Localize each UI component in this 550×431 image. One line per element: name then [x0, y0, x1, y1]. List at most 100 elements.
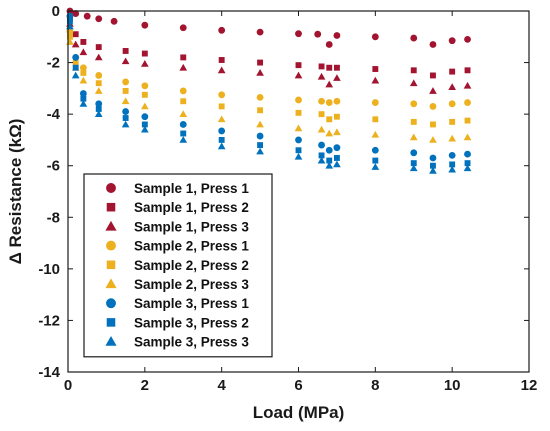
- data-point: [95, 72, 103, 79]
- data-point: [430, 162, 436, 169]
- data-point: [325, 80, 334, 88]
- data-point: [80, 69, 87, 76]
- data-point: [79, 76, 88, 84]
- data-point: [72, 10, 80, 17]
- data-point: [256, 120, 264, 128]
- data-point: [325, 146, 333, 154]
- data-points: [66, 7, 472, 174]
- y-axis-title: Δ Resistance (kΩ): [6, 119, 25, 265]
- data-point: [318, 63, 325, 70]
- data-point: [179, 24, 187, 32]
- data-point: [448, 151, 456, 159]
- y-tick-label: -10: [38, 261, 60, 278]
- series-1: [66, 7, 471, 48]
- data-point: [333, 160, 341, 168]
- data-point: [257, 107, 264, 114]
- data-point: [409, 164, 418, 172]
- data-point: [333, 144, 341, 152]
- data-point: [295, 147, 302, 154]
- data-point: [256, 28, 264, 36]
- data-point: [95, 15, 103, 23]
- data-point: [95, 100, 103, 108]
- data-point: [95, 80, 102, 87]
- data-point: [371, 33, 379, 41]
- legend-entry-label: Sample 3, Press 2: [134, 315, 249, 330]
- data-point: [429, 167, 437, 174]
- data-point: [410, 34, 418, 42]
- data-point: [122, 87, 129, 94]
- data-point: [141, 21, 149, 29]
- legend-marker: [105, 278, 117, 289]
- data-point: [257, 59, 264, 66]
- data-point: [141, 91, 148, 98]
- y-tick-label: -12: [38, 312, 60, 329]
- data-point: [464, 160, 471, 167]
- data-point: [318, 141, 325, 149]
- data-point: [317, 125, 326, 133]
- data-point: [372, 116, 379, 123]
- legend: Sample 1, Press 1 Sample 1, Press 2 Sample…: [83, 173, 273, 358]
- data-point: [256, 132, 264, 140]
- data-point: [141, 82, 149, 90]
- data-point: [448, 37, 456, 45]
- legend-entry-label: Sample 2, Press 2: [134, 258, 249, 273]
- data-point: [141, 121, 148, 128]
- data-point: [449, 118, 456, 125]
- data-point: [110, 17, 118, 25]
- data-point: [257, 142, 264, 149]
- legend-marker: [106, 240, 116, 251]
- data-point: [325, 99, 333, 106]
- data-point: [333, 32, 341, 39]
- data-point: [180, 54, 187, 61]
- series-7: [66, 12, 471, 162]
- x-axis-title: Load (MPa): [253, 403, 345, 422]
- data-point: [141, 50, 148, 57]
- data-point: [140, 102, 149, 110]
- data-point: [141, 113, 149, 121]
- legend-marker: [106, 298, 116, 309]
- data-point: [71, 71, 80, 79]
- data-point: [429, 41, 437, 48]
- data-point: [314, 30, 322, 38]
- data-point: [371, 146, 379, 154]
- data-point: [79, 90, 87, 97]
- data-point: [410, 118, 417, 125]
- legend-marker: [106, 202, 116, 212]
- data-point: [463, 133, 472, 141]
- data-point: [94, 53, 103, 61]
- data-point: [79, 64, 87, 72]
- data-point: [448, 134, 457, 142]
- data-point: [410, 67, 417, 74]
- data-point: [318, 97, 325, 105]
- data-point: [218, 57, 225, 63]
- data-point: [410, 100, 418, 108]
- data-point: [464, 35, 471, 43]
- legend-entry-label: Sample 1, Press 3: [134, 219, 249, 234]
- data-point: [179, 63, 188, 71]
- data-point: [463, 164, 472, 172]
- data-point: [449, 68, 456, 75]
- legend-entry-label: Sample 2, Press 1: [134, 239, 249, 254]
- data-point: [430, 121, 436, 128]
- data-point: [317, 72, 326, 80]
- data-point: [72, 59, 79, 66]
- data-point: [295, 136, 302, 144]
- data-point: [94, 87, 103, 94]
- legend-marker: [106, 260, 116, 270]
- data-point: [318, 152, 325, 159]
- data-point: [295, 96, 302, 104]
- data-point: [72, 31, 79, 38]
- data-point: [464, 150, 471, 158]
- x-tick-label: 4: [217, 377, 226, 394]
- legend-entry-label: Sample 3, Press 3: [134, 335, 249, 350]
- y-tick-label: -2: [47, 55, 60, 72]
- data-point: [429, 154, 437, 162]
- data-point: [326, 157, 333, 164]
- data-point: [409, 133, 418, 141]
- data-point: [449, 161, 456, 168]
- data-point: [218, 91, 226, 99]
- data-point: [371, 163, 380, 170]
- x-tick-label: 10: [444, 377, 461, 394]
- data-point: [295, 30, 302, 38]
- data-point: [333, 74, 341, 81]
